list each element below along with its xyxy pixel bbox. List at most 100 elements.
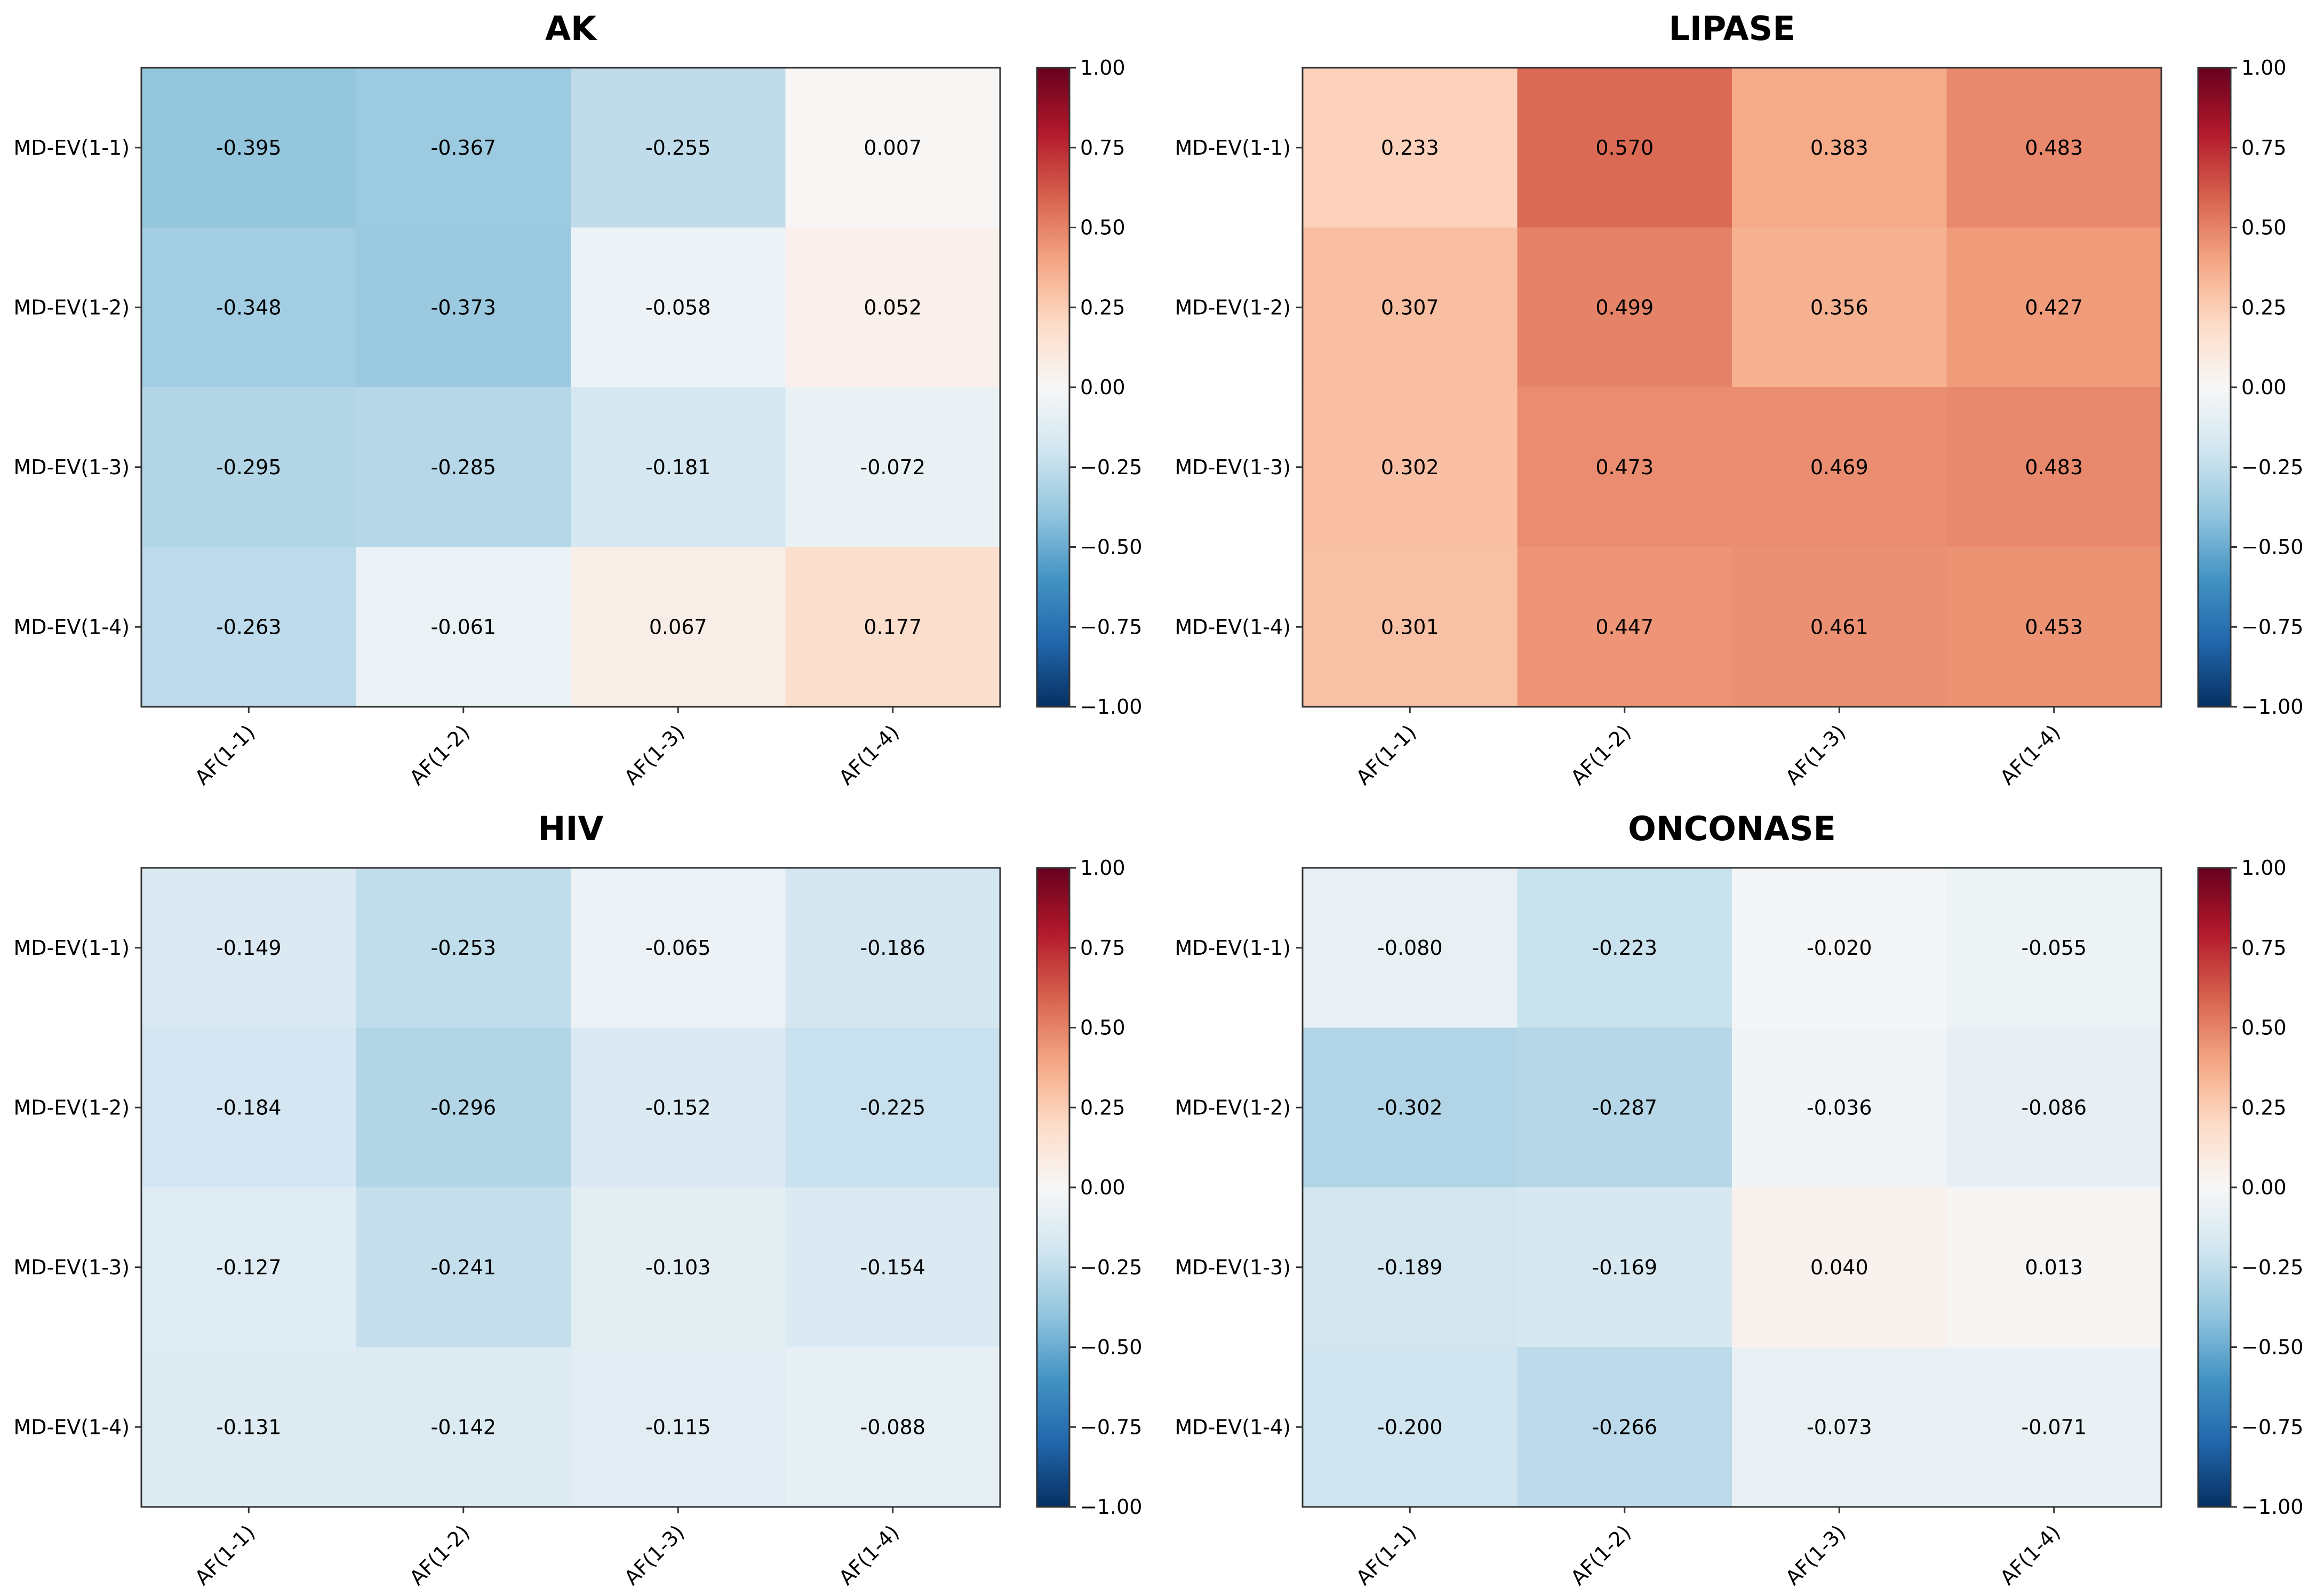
colorbar-tick-label: 0.75 xyxy=(1080,936,1125,960)
colorbar-tick-label: −0.50 xyxy=(2241,1336,2303,1359)
heatmap-cell xyxy=(141,387,356,547)
heatmap-cell xyxy=(141,68,356,228)
heatmap-cell xyxy=(356,868,571,1028)
cell-value-label: -0.287 xyxy=(1592,1096,1658,1119)
x-tick-label: AF(1-1) xyxy=(1352,1520,1421,1590)
x-tick-label: AF(1-2) xyxy=(1566,720,1635,789)
y-tick-label: MD-EV(1-3) xyxy=(1175,456,1291,479)
y-tick-label: MD-EV(1-2) xyxy=(1175,1096,1291,1119)
heatmap-cell xyxy=(1517,227,1732,388)
heatmap-cell xyxy=(141,1187,356,1347)
heatmap-cell xyxy=(785,227,1001,388)
colorbar-tick-label: 0.00 xyxy=(1080,1176,1125,1199)
cell-value-label: 0.233 xyxy=(1381,136,1439,159)
colorbar-tick-label: 0.50 xyxy=(1080,1016,1125,1040)
x-tick-label: AF(1-4) xyxy=(834,1520,904,1590)
cell-value-label: -0.071 xyxy=(2022,1415,2087,1439)
colorbar xyxy=(2197,67,2232,708)
colorbar-tick-label: −0.25 xyxy=(2241,456,2303,479)
chart-title: ONCONASE xyxy=(1628,809,1836,848)
y-tick-label: MD-EV(1-1) xyxy=(1175,936,1291,960)
cell-value-label: -0.295 xyxy=(216,456,282,479)
heatmap-cell xyxy=(1303,387,1518,547)
colorbar-tick-label: 0.50 xyxy=(2241,1016,2287,1040)
colorbar-tick-label: −0.75 xyxy=(1080,1415,1142,1439)
cell-value-label: 0.356 xyxy=(1810,296,1868,319)
heatmap-cell xyxy=(1946,1027,2162,1188)
cell-value-label: -0.088 xyxy=(860,1415,926,1439)
colorbar-tick-label: 0.00 xyxy=(1080,376,1125,399)
cell-value-label: -0.285 xyxy=(431,456,497,479)
heatmap-cell xyxy=(1517,547,1732,707)
heatmap-panel-ak: AK -0.395 -0.367 -0.255 0.007 -0.348 -0.373 -0.… xyxy=(14,9,1143,789)
cell-value-label: -0.302 xyxy=(1377,1096,1443,1119)
x-tick-label: AF(1-3) xyxy=(1781,1520,1850,1590)
x-tick-label: AF(1-2) xyxy=(1566,1520,1635,1590)
cell-value-label: -0.020 xyxy=(1807,936,1872,960)
cell-value-label: -0.115 xyxy=(645,1415,711,1439)
y-tick-label: MD-EV(1-3) xyxy=(14,1256,130,1279)
cell-value-label: 0.067 xyxy=(649,615,707,639)
cell-value-label: -0.225 xyxy=(860,1096,926,1119)
colorbar-tick-label: 1.00 xyxy=(1080,56,1125,79)
cell-value-label: -0.348 xyxy=(216,296,282,319)
colorbar-tick-label: 1.00 xyxy=(2241,856,2287,880)
x-tick-label: AF(1-1) xyxy=(190,1520,260,1590)
cell-value-label: -0.131 xyxy=(216,1415,282,1439)
cell-value-label: 0.570 xyxy=(1595,136,1654,159)
cell-value-label: 0.307 xyxy=(1381,296,1439,319)
heatmap-cell xyxy=(356,1027,571,1188)
heatmap-cell xyxy=(1517,387,1732,547)
colorbar-tick-label: 0.25 xyxy=(2241,1096,2287,1119)
x-tick-label: AF(1-3) xyxy=(1781,720,1850,789)
y-tick-label: MD-EV(1-4) xyxy=(14,1415,130,1439)
heatmap-cell xyxy=(1303,547,1518,707)
y-tick-label: MD-EV(1-1) xyxy=(1175,136,1291,159)
x-tick-label: AF(1-4) xyxy=(1995,1520,2065,1590)
colorbar-tick-label: 1.00 xyxy=(1080,856,1125,880)
x-tick-label: AF(1-4) xyxy=(1995,720,2065,789)
axes-frame xyxy=(140,67,1001,708)
x-tick-label: AF(1-3) xyxy=(620,720,689,789)
cell-value-label: -0.241 xyxy=(431,1256,497,1279)
cell-value-label: -0.065 xyxy=(645,936,711,960)
heatmap-cell xyxy=(141,1347,356,1507)
colorbar-tick-label: 0.75 xyxy=(2241,136,2287,159)
heatmap-cell xyxy=(1946,547,2162,707)
heatmap-cell xyxy=(785,1187,1001,1347)
y-tick-label: MD-EV(1-2) xyxy=(1175,296,1291,319)
colorbar xyxy=(1036,867,1071,1508)
heatmap-cell xyxy=(1732,547,1947,707)
cell-value-label: -0.189 xyxy=(1377,1256,1443,1279)
heatmap-cell xyxy=(785,868,1001,1028)
heatmap-cell xyxy=(1732,868,1947,1028)
cell-value-label: -0.367 xyxy=(431,136,497,159)
heatmap-panel-lipase: LIPASE 0.233 0.570 0.383 0.483 0.307 0.499 0.35… xyxy=(1175,9,2304,789)
y-tick-label: MD-EV(1-4) xyxy=(1175,615,1291,639)
colorbar-tick-label: 1.00 xyxy=(2241,56,2287,79)
cell-value-label: -0.223 xyxy=(1592,936,1658,960)
heatmap-cell xyxy=(571,1027,786,1188)
cell-value-label: -0.200 xyxy=(1377,1415,1443,1439)
cell-value-label: 0.469 xyxy=(1810,456,1868,479)
heatmap-cell xyxy=(571,547,786,707)
colorbar-tick-label: 0.75 xyxy=(1080,136,1125,159)
axes-frame xyxy=(140,867,1001,1508)
cell-value-label: -0.184 xyxy=(216,1096,282,1119)
colorbar-tick-label: 0.25 xyxy=(1080,296,1125,319)
axes-frame xyxy=(1301,67,2162,708)
cell-value-label: 0.383 xyxy=(1810,136,1868,159)
heatmap-cell xyxy=(356,1187,571,1347)
heatmap-cell xyxy=(1946,1187,2162,1347)
colorbar-tick-label: 0.00 xyxy=(2241,376,2287,399)
cell-value-label: 0.499 xyxy=(1595,296,1654,319)
cell-value-label: 0.013 xyxy=(2025,1256,2083,1279)
heatmap-cell xyxy=(356,547,571,707)
cell-value-label: 0.473 xyxy=(1595,456,1654,479)
heatmap-cell xyxy=(1517,1187,1732,1347)
cell-value-label: 0.301 xyxy=(1381,615,1439,639)
colorbar xyxy=(2197,867,2232,1508)
chart-title: HIV xyxy=(538,809,604,848)
cell-value-label: -0.181 xyxy=(645,456,711,479)
heatmap-cell xyxy=(1517,1347,1732,1507)
